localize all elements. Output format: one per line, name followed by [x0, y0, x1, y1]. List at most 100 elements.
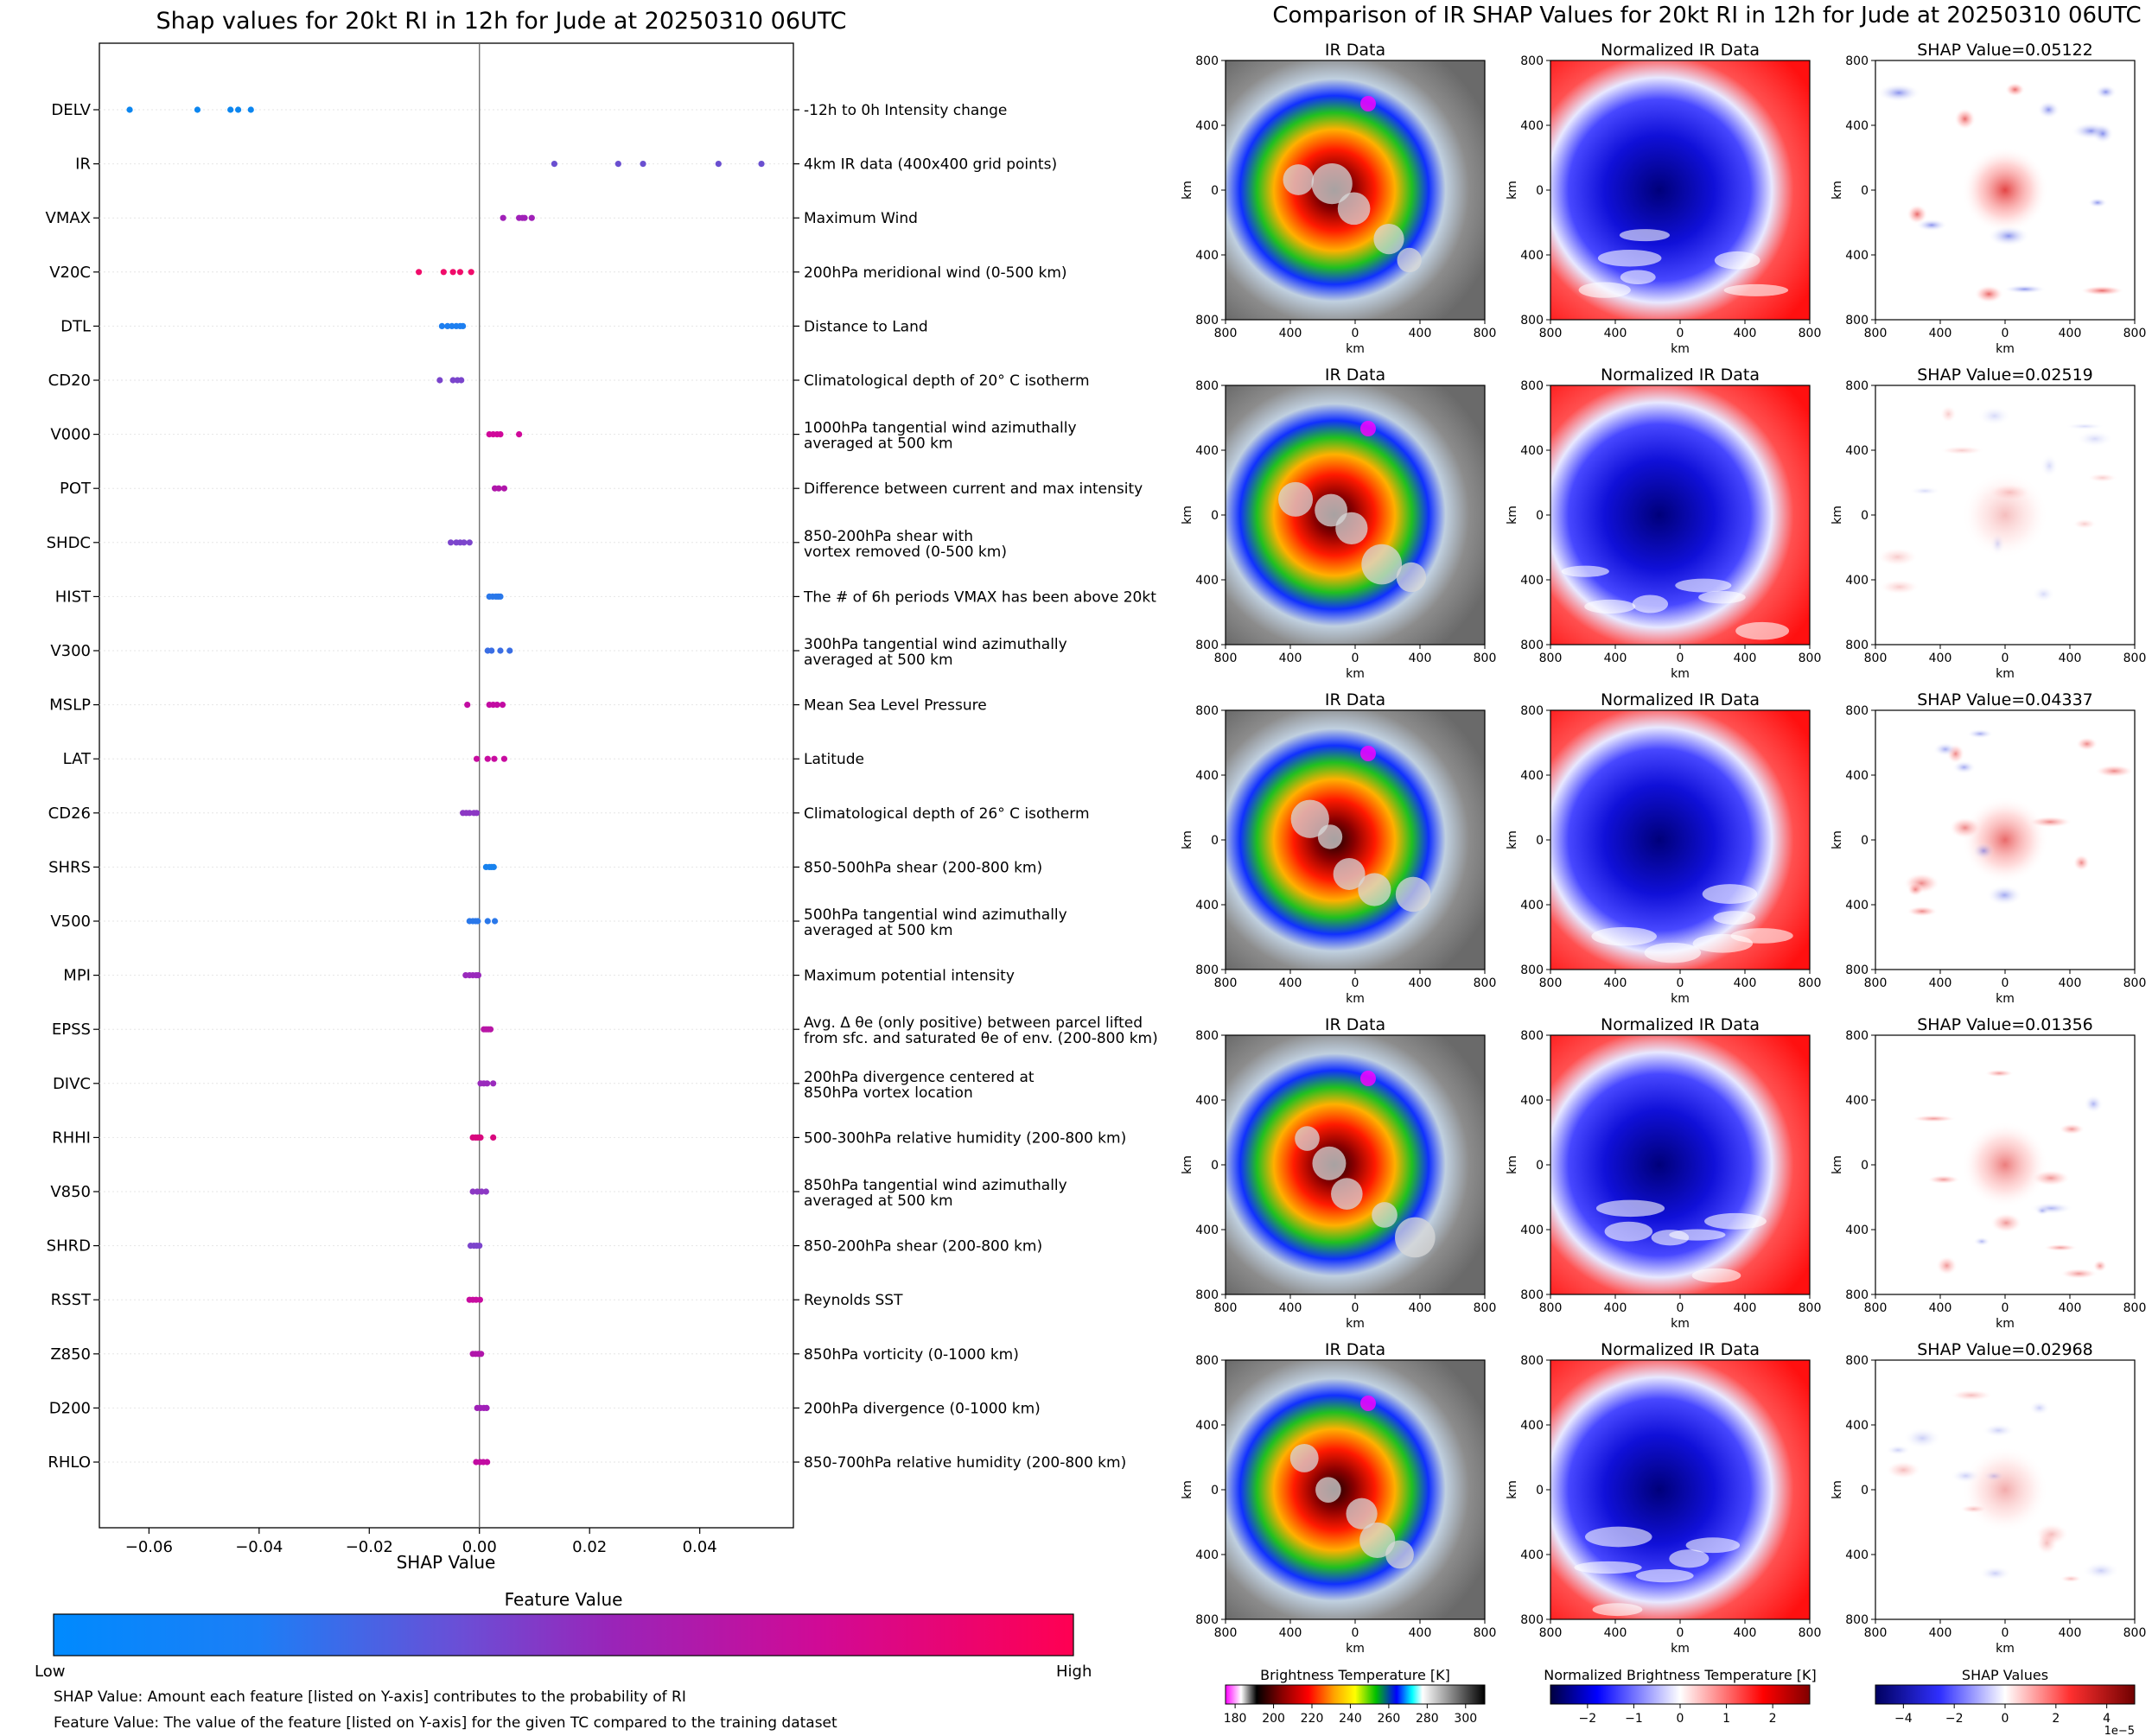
normalized-ir-panel: Normalized IR Data8008004004000040040080… [1506, 690, 1821, 1006]
shap-point [247, 106, 254, 113]
normalized-streak [1698, 590, 1746, 604]
shap-patch [2080, 285, 2124, 296]
image-y-tick-label: 0 [1211, 509, 1219, 523]
shap-patch [1974, 284, 2004, 303]
normalized-streak [1714, 251, 1760, 270]
image-y-axis-label: km [1506, 506, 1519, 525]
shap-point [440, 269, 447, 276]
image-y-tick-label: 400 [1520, 1419, 1544, 1433]
ir-cloud-top [1333, 858, 1366, 890]
normalized-streak [1592, 1603, 1643, 1617]
shap-point [469, 1188, 476, 1195]
image-y-tick-label: 400 [1845, 769, 1869, 783]
image-x-tick-label: 800 [1799, 327, 1822, 340]
image-y-tick-label: 0 [1861, 834, 1869, 848]
ir-cloud-top [1337, 192, 1371, 226]
shap-patch [1950, 1389, 1993, 1402]
feature-description: 200hPa meridional wind (0-500 km) [804, 264, 1067, 282]
image-y-tick-label: 400 [1195, 1419, 1219, 1433]
shap-patch [1915, 219, 1948, 232]
image-y-tick-label: 800 [1845, 639, 1869, 652]
shap-point [495, 485, 502, 492]
colorbar-strip [1875, 1684, 2136, 1705]
image-x-tick-label: 400 [1279, 1301, 1302, 1315]
shap-patch [2040, 454, 2059, 478]
feature-description: 1000hPa tangential wind azimuthally [804, 420, 1077, 437]
image-x-tick-label: 400 [1604, 1301, 1627, 1315]
shap-point [447, 539, 455, 546]
colorbar-tick-label: 2 [1769, 1712, 1777, 1726]
image-x-tick-label: 0 [1352, 1301, 1359, 1315]
normalized-ir-image [1550, 1035, 1810, 1294]
image-y-tick-label: 800 [1195, 639, 1219, 652]
note-shap-value: SHAP Value: Amount each feature [listed … [54, 1688, 686, 1706]
x-tick-label: −0.06 [125, 1538, 173, 1556]
shap-point [461, 539, 468, 546]
feature-description: from sfc. and saturated θe of env. (200-… [804, 1030, 1158, 1047]
image-x-tick-label: 800 [1474, 327, 1497, 340]
colorbar-tick-label: −1 [1625, 1712, 1643, 1726]
shap-value-title: SHAP Value=0.02968 [1917, 1340, 2093, 1359]
shap-point [487, 1026, 494, 1033]
shap-point [473, 810, 481, 817]
image-y-tick-label: 400 [1195, 249, 1219, 263]
image-y-tick-label: 400 [1520, 444, 1544, 458]
normalized-streak [1591, 926, 1657, 946]
image-y-tick-label: 800 [1195, 1354, 1219, 1368]
ir-data-title: IR Data [1325, 366, 1385, 385]
normalized-ir-title: Normalized IR Data [1601, 366, 1760, 385]
shap-center-blob [1962, 1122, 2048, 1208]
normalized-streak [1620, 270, 1656, 285]
image-x-tick-label: 400 [1734, 327, 1757, 340]
image-x-tick-label: 800 [1864, 652, 1888, 665]
image-frame [1875, 1359, 2136, 1620]
ir-image [1226, 1360, 1485, 1619]
shap-point [490, 863, 497, 871]
image-x-tick-label: 800 [1539, 327, 1563, 340]
image-x-tick-label: 400 [2059, 1301, 2082, 1315]
ir-cloud-top [1335, 512, 1368, 545]
image-x-tick-label: 400 [1279, 327, 1302, 340]
ir-cloud-top [1395, 876, 1431, 913]
shap-patch [1977, 405, 2012, 426]
feature-description: 200hPa divergence centered at [804, 1069, 1035, 1086]
image-x-tick-label: 800 [1539, 976, 1563, 990]
shap-patch [1987, 225, 2030, 247]
shap-patch [1936, 1256, 1958, 1275]
image-x-tick-label: 400 [1734, 976, 1757, 990]
image-y-tick-label: 800 [1520, 379, 1544, 393]
image-y-tick-label: 400 [1845, 1548, 1869, 1562]
feature-label-v000: V000 [50, 426, 91, 444]
shap-point [521, 214, 528, 221]
colorbar-strip [1225, 1684, 1486, 1705]
shap-point [499, 702, 506, 709]
image-x-tick-label: 800 [1864, 327, 1888, 340]
colorbar-tick-label: −2 [1945, 1712, 1964, 1726]
ir-cold-spot [1360, 1071, 1376, 1086]
image-x-tick-label: 800 [1799, 976, 1822, 990]
image-x-tick-label: 400 [2059, 652, 2082, 665]
image-x-tick-label: 400 [1279, 652, 1302, 665]
shap-point [466, 810, 473, 817]
shap-value-title: SHAP Value=0.04337 [1917, 690, 2093, 709]
image-y-tick-label: 0 [1861, 1159, 1869, 1173]
normalized-streak [1584, 599, 1636, 614]
shap-point [474, 972, 482, 979]
shap-patch [1903, 1427, 1942, 1449]
image-x-axis-label: km [1671, 342, 1690, 356]
shap-patch [2076, 430, 2114, 448]
image-y-tick-label: 0 [1536, 509, 1544, 523]
shap-point [493, 702, 500, 709]
image-x-tick-label: 400 [1409, 976, 1432, 990]
shap-point [478, 1351, 485, 1358]
image-y-tick-label: 800 [1520, 1354, 1544, 1368]
shap-patch [2087, 473, 2118, 483]
ir-cloud-top [1358, 873, 1391, 906]
shap-patch [2034, 1205, 2050, 1216]
shap-point [474, 918, 481, 925]
image-y-tick-label: 800 [1195, 1613, 1219, 1627]
feature-label-epss: EPSS [52, 1021, 91, 1039]
shap-patch [2002, 284, 2047, 294]
image-x-tick-label: 800 [1214, 1626, 1238, 1640]
shap-point [640, 161, 646, 168]
